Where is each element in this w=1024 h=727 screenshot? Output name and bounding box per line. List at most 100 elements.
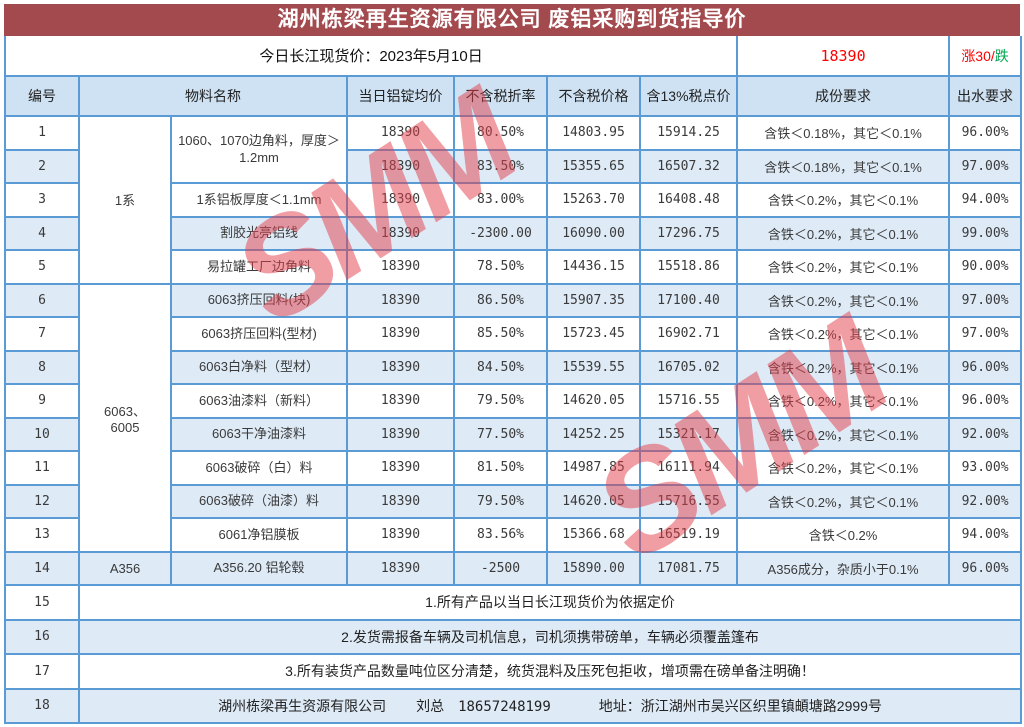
table-row: 10 6063干净油漆料 18390 77.50% 14252.25 15321.17 含铁… xyxy=(4,416,1023,452)
price-with-tax-cell: 16902.71 xyxy=(638,316,739,352)
material-cell: 6063挤压回料(块) xyxy=(170,282,348,318)
price-with-tax-cell: 16705.02 xyxy=(638,349,739,385)
table-row: 7 6063挤压回料(型材) 18390 85.50% 15723.45 16902.71… xyxy=(4,316,1023,352)
table-row: 3 1系铝板厚度＜1.1mm 18390 83.00% 15263.70 16408.48… xyxy=(4,182,1023,218)
price-with-tax-cell: 16507.32 xyxy=(638,148,739,184)
row-number-cell: 3 xyxy=(4,182,80,218)
table-row: 14 A356 A356.20 铝轮毂 18390 -2500 15890.00 17081… xyxy=(4,550,1023,586)
footer-phone: 18657248199 xyxy=(458,698,551,715)
change-up-text: 涨30/ xyxy=(961,47,995,64)
table-row: 9 6063油漆料（新料） 18390 79.50% 14620.05 15716.55 含… xyxy=(4,383,1023,419)
note-text-cell: 2.发货需报备车辆及司机信息，司机须携带磅单，车辆必须覆盖篷布 xyxy=(77,618,1023,655)
col-header-discount-rate: 不含税折率 xyxy=(453,75,548,117)
yield-cell: 92.00% xyxy=(948,416,1023,452)
avg-ingot-price-cell: 18390 xyxy=(346,450,455,486)
table-row: 1 1系 1060、1070边角料，厚度＞1.2mm 18390 80.50% 14803… xyxy=(4,115,1023,285)
price-with-tax-cell: 17081.75 xyxy=(638,550,739,586)
avg-ingot-price-cell: 18390 xyxy=(346,517,455,553)
row-number-cell: 5 xyxy=(4,249,80,285)
row-number-cell: 2 xyxy=(4,148,80,184)
row-number-cell: 4 xyxy=(4,215,80,251)
row-number-cell: 14 xyxy=(4,550,80,586)
price-ex-tax-cell: 14987.85 xyxy=(546,450,641,486)
spot-price-label: 今日长江现货价：2023年5月10日 xyxy=(3,36,739,77)
avg-ingot-price-cell: 18390 xyxy=(346,316,455,352)
table-body: 今日长江现货价：2023年5月10日 18390 涨30/跌 编号 物料名称 当… xyxy=(3,36,1023,724)
discount-rate-cell: 86.50% xyxy=(453,282,548,318)
row-number-cell: 9 xyxy=(4,383,80,419)
composition-cell: 含铁＜0.2% xyxy=(736,517,951,553)
price-ex-tax-cell: 14252.25 xyxy=(546,416,641,452)
material-cell: 6061净铝膜板 xyxy=(170,517,348,553)
discount-rate-cell: 79.50% xyxy=(453,483,548,519)
price-with-tax-cell: 15914.25 xyxy=(638,115,739,151)
row-number-cell: 10 xyxy=(4,416,80,452)
avg-ingot-price-cell: 18390 xyxy=(346,416,455,452)
avg-ingot-price-cell: 18390 xyxy=(346,550,455,586)
composition-cell: 含铁＜0.2%，其它＜0.1% xyxy=(736,383,951,419)
row-number-cell: 15 xyxy=(4,584,80,621)
yield-cell: 96.00% xyxy=(948,349,1023,385)
avg-ingot-price-cell: 18390 xyxy=(346,383,455,419)
composition-cell: 含铁＜0.2%，其它＜0.1% xyxy=(736,450,951,486)
price-with-tax-cell: 15321.17 xyxy=(638,416,739,452)
row-number-cell: 13 xyxy=(4,517,80,553)
row-number-cell: 7 xyxy=(4,316,80,352)
price-ex-tax-cell: 14803.95 xyxy=(546,115,641,151)
note-text-cell: 3.所有装货产品数量吨位区分清楚，统货混料及压死包拒收，增项需在磅单备注明确！ xyxy=(77,653,1023,690)
price-with-tax-cell: 15716.55 xyxy=(638,483,739,519)
row-number-cell: 8 xyxy=(4,349,80,385)
price-with-tax-cell: 17296.75 xyxy=(638,215,739,251)
col-header-number: 编号 xyxy=(4,75,80,117)
footer-contact-cell: 湖州栋梁再生资源有限公司 刘总 18657248199 地址：浙江湖州市吴兴区织里镇頔… xyxy=(77,687,1023,724)
page-title: 湖州栋梁再生资源有限公司 废铝采购到货指导价 xyxy=(4,4,1020,36)
footer-company: 湖州栋梁再生资源有限公司 xyxy=(218,697,387,714)
table-row: 8 6063白净料（型材） 18390 84.50% 15539.55 16705.02 含… xyxy=(4,349,1023,385)
composition-cell: 含铁＜0.2%，其它＜0.1% xyxy=(736,483,951,519)
discount-rate-cell: 84.50% xyxy=(453,349,548,385)
col-header-material: 物料名称 xyxy=(78,75,348,117)
material-cell: 易拉罐工厂边角料 xyxy=(170,249,348,285)
price-with-tax-cell: 17100.40 xyxy=(638,282,739,318)
table-row: 11 6063破碎（白）料 18390 81.50% 14987.85 16111.94 含… xyxy=(4,450,1023,486)
price-ex-tax-cell: 14620.05 xyxy=(546,483,641,519)
yield-cell: 97.00% xyxy=(948,316,1023,352)
discount-rate-cell: 85.50% xyxy=(453,316,548,352)
note-row: 15 1.所有产品以当日长江现货价为依据定价 xyxy=(4,584,1023,621)
row-number-cell: 18 xyxy=(4,687,80,724)
discount-rate-cell: 83.50% xyxy=(453,148,548,184)
footer-address: 地址：浙江湖州市吴兴区织里镇頔塘路2999号 xyxy=(598,697,882,714)
avg-ingot-price-cell: 18390 xyxy=(346,115,455,151)
price-ex-tax-cell: 15539.55 xyxy=(546,349,641,385)
composition-cell: 含铁＜0.2%，其它＜0.1% xyxy=(736,282,951,318)
composition-cell: A356成分，杂质小于0.1% xyxy=(736,550,951,586)
price-with-tax-cell: 16111.94 xyxy=(638,450,739,486)
yield-cell: 97.00% xyxy=(948,282,1023,318)
avg-ingot-price-cell: 18390 xyxy=(346,215,455,251)
price-ex-tax-cell: 15890.00 xyxy=(546,550,641,586)
price-change-indicator: 涨30/跌 xyxy=(948,36,1023,77)
discount-rate-cell: -2500 xyxy=(453,550,548,586)
material-cell: 6063破碎（白）料 xyxy=(170,450,348,486)
info-row: 今日长江现货价：2023年5月10日 18390 涨30/跌 xyxy=(3,36,1023,77)
change-down-text: 跌 xyxy=(994,47,1009,64)
avg-ingot-price-cell: 18390 xyxy=(346,483,455,519)
table-row: 12 6063破碎（油漆）料 18390 79.50% 14620.05 15716.55… xyxy=(4,483,1023,519)
discount-rate-cell: 83.56% xyxy=(453,517,548,553)
category-cell: A356 xyxy=(78,550,172,586)
discount-rate-cell: 78.50% xyxy=(453,249,548,285)
col-header-price-ex-tax: 不含税价格 xyxy=(546,75,641,117)
col-header-price-with-tax: 含13%税点价 xyxy=(638,75,739,117)
table-row: 4 割胶光亮铝线 18390 -2300.00 16090.00 17296.75 含铁＜0… xyxy=(4,215,1023,251)
table-row: 2 18390 83.50% 15355.65 16507.32 含铁＜0.18%，其它＜… xyxy=(4,148,1023,184)
avg-ingot-price-cell: 18390 xyxy=(346,148,455,184)
spot-price-value: 18390 xyxy=(736,36,951,77)
avg-ingot-price-cell: 18390 xyxy=(346,249,455,285)
discount-rate-cell: 77.50% xyxy=(453,416,548,452)
price-with-tax-cell: 15716.55 xyxy=(638,383,739,419)
material-cell: A356.20 铝轮毂 xyxy=(170,550,348,586)
price-ex-tax-cell: 14436.15 xyxy=(546,249,641,285)
yield-cell: 90.00% xyxy=(948,249,1023,285)
composition-cell: 含铁＜0.2%，其它＜0.1% xyxy=(736,316,951,352)
category-cell: 6063、 6005 xyxy=(78,282,172,553)
